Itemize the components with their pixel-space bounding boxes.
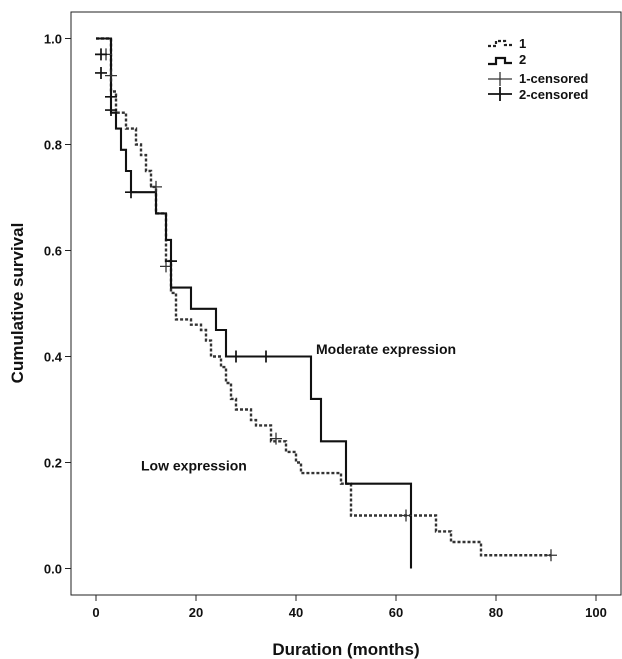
censor-mark-series-2 [260,350,272,363]
censor-mark-series-1 [105,69,117,82]
x-tick-label: 40 [289,605,303,620]
legend-swatch-series-2 [488,56,512,66]
censor-mark-series-1 [545,549,557,562]
x-axis-ticks: 0 20 40 60 80 100 [92,595,607,620]
legend-label-censored-1: 1-censored [519,71,588,86]
x-tick-label: 0 [92,605,99,620]
censor-mark-series-2 [125,186,137,199]
survival-line-series-1 [96,37,551,557]
censor-mark-series-2 [105,104,117,117]
legend-swatch-series-1 [488,39,512,48]
x-axis-title: Duration (months) [272,640,419,659]
censor-mark-series-2 [105,90,117,103]
censor-mark-series-1 [150,180,162,193]
censor-mark-series-2 [165,255,177,268]
y-tick-label: 0.8 [44,138,62,153]
x-tick-label: 80 [489,605,503,620]
censor-mark-series-2 [95,48,107,61]
y-axis-title: Cumulative survival [8,223,27,384]
x-tick-label: 100 [585,605,607,620]
y-tick-label: 0.2 [44,456,62,471]
series-layer [96,37,551,569]
censor-mark-series-2 [230,350,242,363]
censor-mark-series-1 [270,432,282,445]
annotation-low-expression: Low expression [141,457,247,473]
y-tick-label: 0.0 [44,562,62,577]
legend: 1 2 1-censored 2-censored [488,36,588,102]
censor-mark-series-1 [160,260,172,273]
y-tick-label: 0.4 [44,350,63,365]
legend-label-series-2: 2 [519,52,526,67]
y-tick-label: 0.6 [44,244,62,259]
legend-label-censored-2: 2-censored [519,87,588,102]
survival-line-series-2 [96,37,413,569]
y-tick-label: 1.0 [44,32,62,47]
y-axis-ticks: 0.0 0.2 0.4 0.6 0.8 1.0 [44,32,71,577]
censor-mark-series-1 [400,509,412,522]
legend-swatch-censored-2 [488,87,512,101]
legend-label-series-1: 1 [519,36,526,51]
legend-swatch-censored-1 [488,72,512,86]
x-tick-label: 20 [189,605,203,620]
plot-frame [70,11,622,596]
annotation-moderate-expression: Moderate expression [316,341,456,357]
censor-layer [95,48,557,562]
censor-mark-series-2 [95,66,107,79]
x-tick-label: 60 [389,605,403,620]
